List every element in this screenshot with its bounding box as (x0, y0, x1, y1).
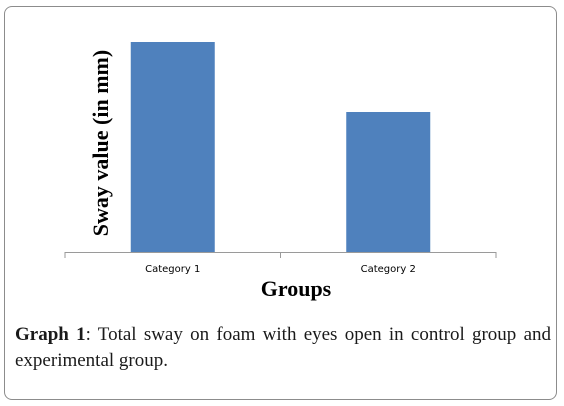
x-tick-label: Category 1 (145, 264, 200, 275)
figure-caption: Graph 1: Total sway on foam with eyes op… (15, 322, 551, 374)
y-axis-title: Sway value (in mm) (88, 50, 113, 236)
bar-category-1 (130, 42, 215, 252)
figure-frame (4, 6, 557, 400)
bar-chart: Category 1 Category 2 Sway value (in mm) … (64, 42, 497, 301)
x-axis-title: Groups (261, 276, 332, 301)
caption-text: : Total sway on foam with eyes open in c… (15, 324, 551, 371)
bars-layer (130, 42, 431, 252)
x-axis-tick-labels: Category 1 Category 2 (145, 264, 416, 275)
caption-label: Graph 1 (15, 324, 86, 345)
x-axis-ticks (64, 252, 497, 258)
bar-category-2 (346, 112, 431, 252)
x-tick-label: Category 2 (361, 264, 416, 275)
